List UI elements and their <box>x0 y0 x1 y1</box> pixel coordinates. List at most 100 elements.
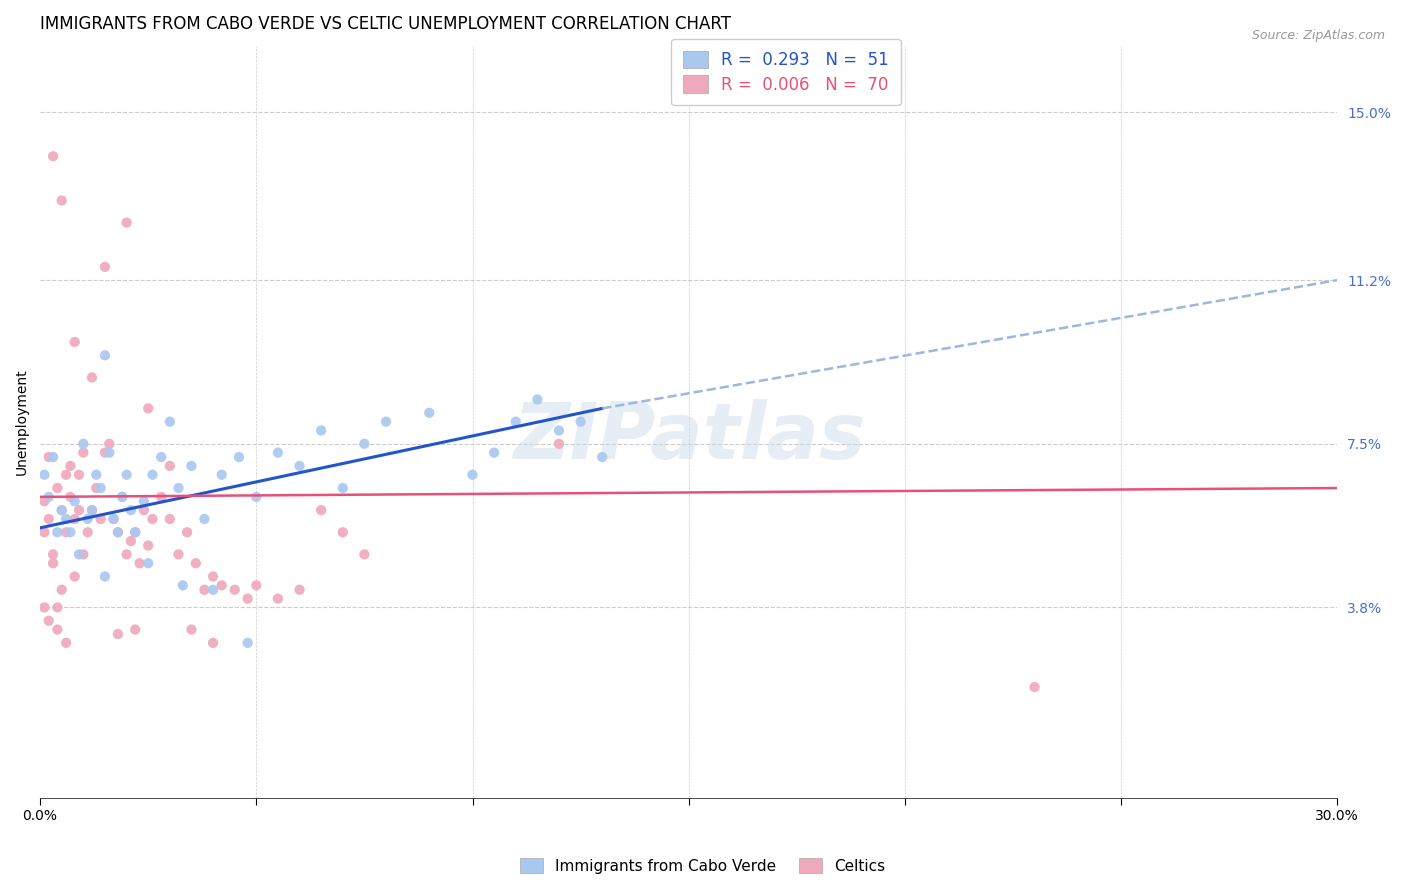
Point <box>63 334 86 349</box>
Point <box>98 445 121 459</box>
Point <box>288 458 311 473</box>
Point <box>548 437 571 451</box>
Point <box>132 503 155 517</box>
Point <box>136 539 159 553</box>
Point <box>124 623 146 637</box>
Point <box>103 512 125 526</box>
Point <box>309 424 332 438</box>
Point <box>46 600 69 615</box>
Point <box>42 547 65 561</box>
Point <box>202 582 225 597</box>
Point <box>548 424 571 438</box>
Point <box>42 556 65 570</box>
Point <box>309 503 332 517</box>
Point <box>111 490 134 504</box>
Point <box>59 458 82 473</box>
Point <box>1024 680 1046 694</box>
Point <box>167 547 190 561</box>
Point <box>76 525 98 540</box>
Point <box>172 578 194 592</box>
Point <box>141 467 163 482</box>
Point <box>136 401 159 416</box>
Point <box>63 512 86 526</box>
Point <box>120 534 142 549</box>
Point <box>176 525 198 540</box>
Point <box>332 525 354 540</box>
Point <box>526 392 548 407</box>
Text: Source: ZipAtlas.com: Source: ZipAtlas.com <box>1251 29 1385 42</box>
Point <box>34 467 56 482</box>
Point <box>86 481 108 495</box>
Point <box>51 503 73 517</box>
Point <box>38 512 60 526</box>
Point <box>107 525 129 540</box>
Point <box>141 512 163 526</box>
Point <box>34 525 56 540</box>
Point <box>202 569 225 583</box>
Point <box>94 348 117 362</box>
Point <box>245 490 267 504</box>
Point <box>115 547 138 561</box>
Point <box>51 194 73 208</box>
Legend: R =  0.293   N =  51, R =  0.006   N =  70: R = 0.293 N = 51, R = 0.006 N = 70 <box>671 39 901 105</box>
Point <box>267 591 290 606</box>
Point <box>111 490 134 504</box>
Text: ZIPatlas: ZIPatlas <box>513 399 865 475</box>
Point <box>59 490 82 504</box>
Point <box>51 503 73 517</box>
Point <box>150 450 173 464</box>
Point <box>159 415 181 429</box>
Point <box>63 494 86 508</box>
Point <box>120 503 142 517</box>
Legend: Immigrants from Cabo Verde, Celtics: Immigrants from Cabo Verde, Celtics <box>515 852 891 880</box>
Point <box>67 547 90 561</box>
Y-axis label: Unemployment: Unemployment <box>15 368 30 475</box>
Point <box>98 437 121 451</box>
Point <box>332 481 354 495</box>
Point <box>115 216 138 230</box>
Point <box>288 582 311 597</box>
Point <box>86 467 108 482</box>
Point <box>80 503 103 517</box>
Point <box>34 494 56 508</box>
Point <box>55 636 77 650</box>
Point <box>461 467 484 482</box>
Point <box>90 481 112 495</box>
Point <box>59 525 82 540</box>
Point <box>38 614 60 628</box>
Point <box>55 525 77 540</box>
Point <box>128 556 150 570</box>
Point <box>353 437 375 451</box>
Point <box>76 512 98 526</box>
Point <box>51 582 73 597</box>
Point <box>418 406 440 420</box>
Point <box>167 481 190 495</box>
Point <box>193 582 215 597</box>
Point <box>569 415 592 429</box>
Point <box>46 525 69 540</box>
Point <box>180 458 202 473</box>
Point <box>224 582 246 597</box>
Point <box>132 494 155 508</box>
Point <box>150 490 173 504</box>
Point <box>46 623 69 637</box>
Point <box>42 450 65 464</box>
Point <box>267 445 290 459</box>
Point <box>245 578 267 592</box>
Point <box>482 445 505 459</box>
Point <box>72 547 94 561</box>
Point <box>38 450 60 464</box>
Point <box>353 547 375 561</box>
Point <box>94 445 117 459</box>
Point <box>63 569 86 583</box>
Point <box>236 636 259 650</box>
Point <box>236 591 259 606</box>
Point <box>72 437 94 451</box>
Point <box>180 623 202 637</box>
Point <box>80 370 103 384</box>
Point <box>103 512 125 526</box>
Point <box>184 556 207 570</box>
Text: IMMIGRANTS FROM CABO VERDE VS CELTIC UNEMPLOYMENT CORRELATION CHART: IMMIGRANTS FROM CABO VERDE VS CELTIC UNE… <box>41 15 731 33</box>
Point <box>94 260 117 274</box>
Point <box>115 467 138 482</box>
